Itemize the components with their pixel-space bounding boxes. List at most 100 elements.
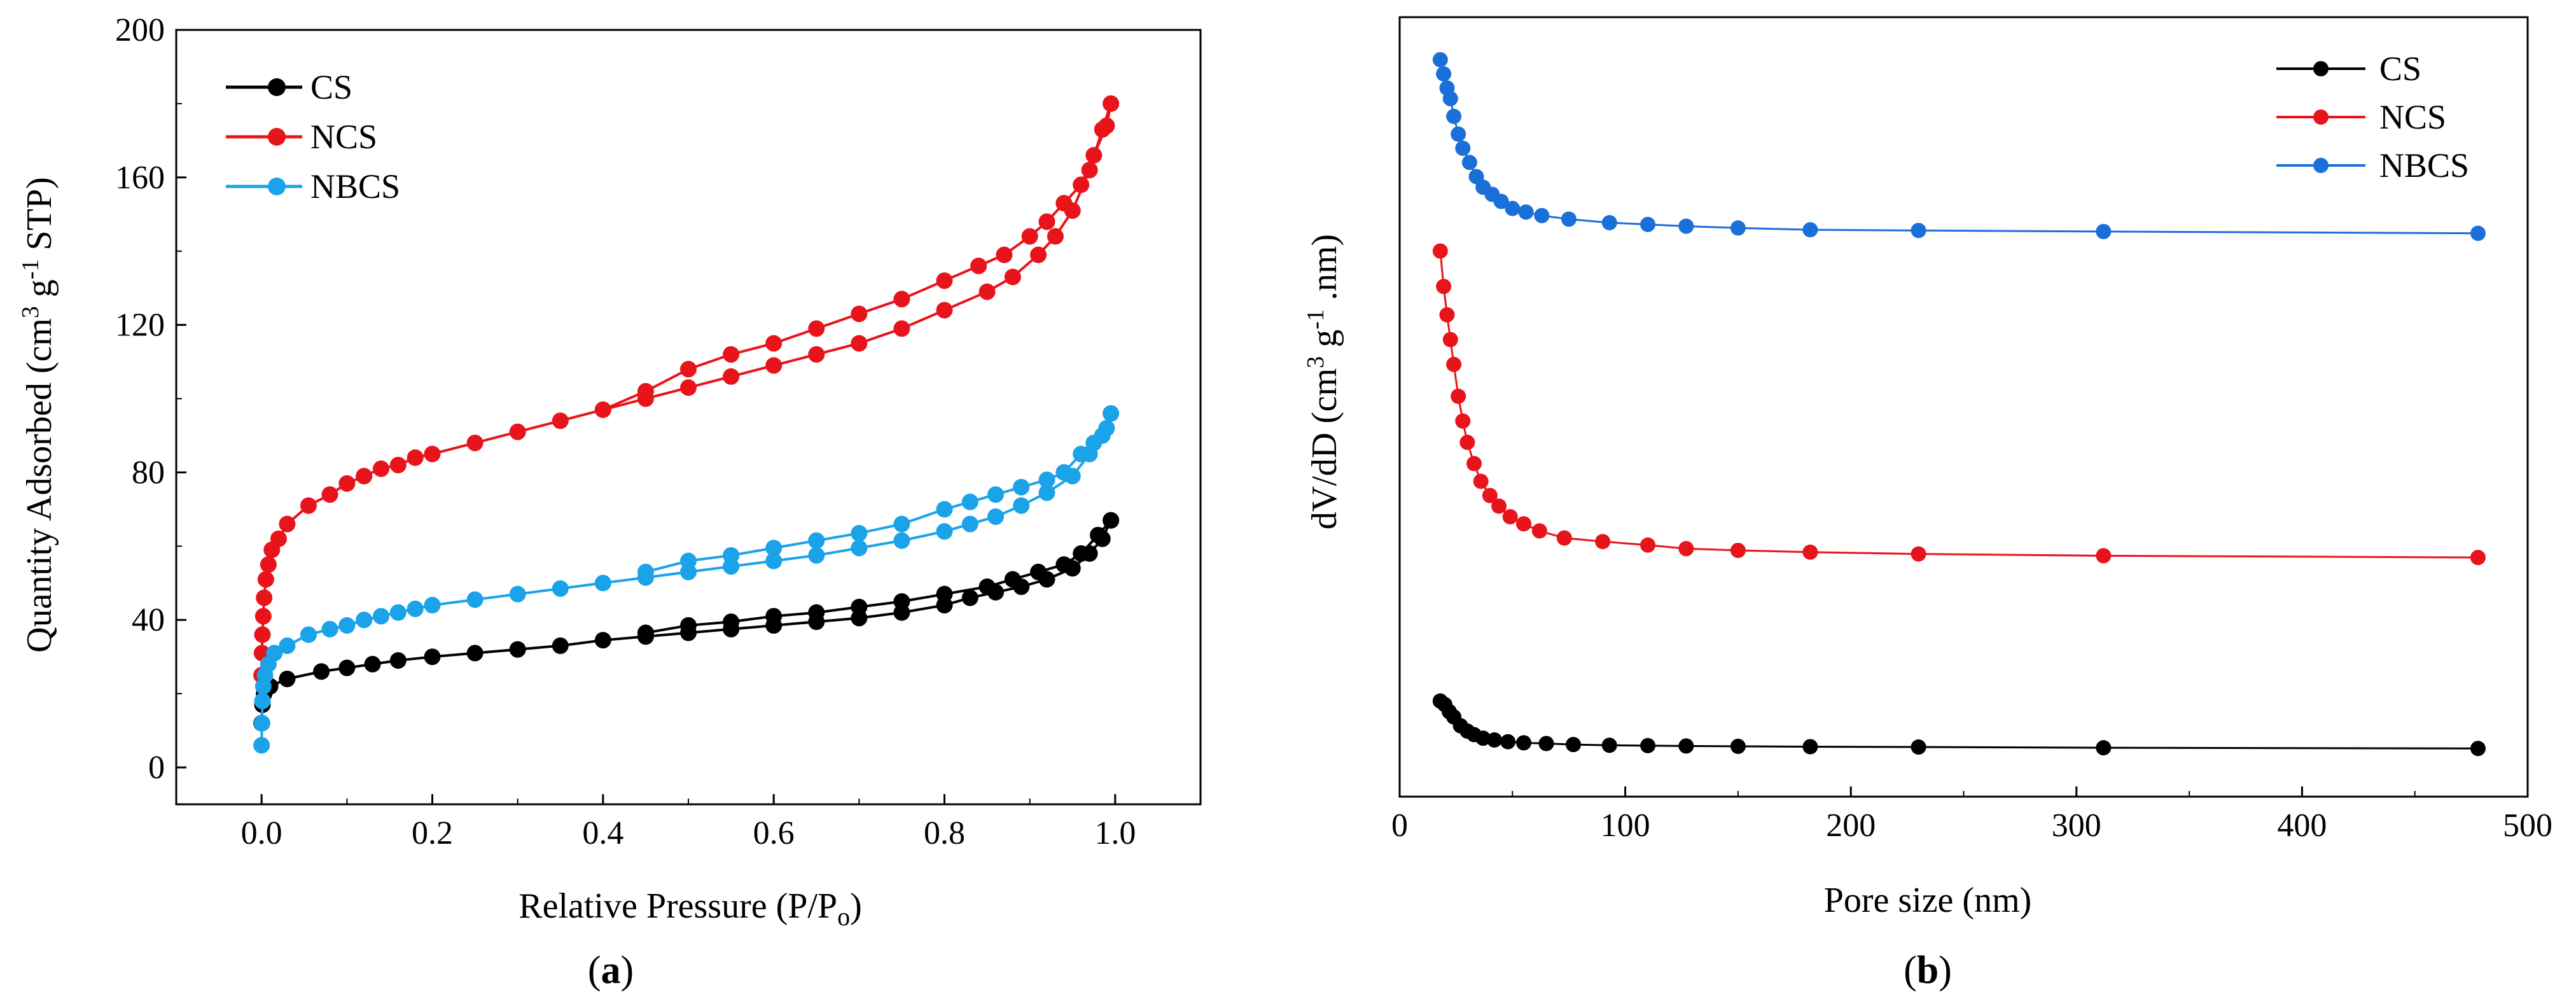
- chart-a-series-cs: [253, 512, 1120, 732]
- chart-b-nbcs-point: [1640, 216, 1656, 232]
- chart-a-ncs-point: [936, 302, 953, 319]
- chart-b-y-axis-label: dV/dD (cm3 g-1 .nm): [1302, 234, 1344, 529]
- chart-a-cs-point: [637, 624, 654, 641]
- chart-b-nbcs-point: [1455, 141, 1471, 157]
- chart-a-legend-label: NCS: [310, 118, 377, 156]
- chart-b-ncs-point: [2470, 550, 2486, 566]
- chart-a-ncs-point: [1047, 228, 1064, 245]
- chart-a-ncs-point: [680, 361, 697, 378]
- chart-a-cs-point: [961, 589, 978, 606]
- chart-b-ncs-point: [1473, 473, 1489, 489]
- chart-a-nbcs-point: [851, 525, 868, 542]
- chart-a-nbcs-point: [987, 486, 1004, 503]
- chart-a-nbcs-point: [509, 585, 526, 603]
- chart-a-ncs-point: [389, 456, 407, 473]
- chart-a-cs-point: [594, 632, 611, 649]
- chart-a-ncs-point: [893, 320, 910, 337]
- chart-b-ncs-point: [1531, 523, 1547, 539]
- chart-b-cs-point: [1601, 737, 1617, 753]
- chart-a-ncs-point: [300, 497, 317, 514]
- chart-b-ncs-point: [1556, 530, 1572, 546]
- chart-b-cs-point: [1911, 739, 1926, 755]
- chart-b-ncs-point: [2096, 548, 2112, 564]
- chart-b-legend-label: CS: [2379, 50, 2421, 88]
- chart-a-nbcs-point: [407, 600, 424, 617]
- chart-a-x-label-main: Relative Pressure (P/P: [519, 886, 837, 926]
- chart-b-frame: [1398, 16, 2529, 798]
- chart-a-ncs-point: [373, 460, 389, 477]
- chart-a-ncs-point: [407, 449, 424, 466]
- chart-a-nbcs-point: [637, 563, 654, 580]
- chart-a-ncs-point: [1085, 147, 1103, 164]
- chart-b-legend-marker: [2313, 109, 2329, 125]
- chart-a-isotherm: 0.0 0.2 0.4 0.6 0.8 1.0 0 40 80 120 160 200 CS NCS N…: [17, 12, 1202, 992]
- chart-a-y-tick-label: 40: [132, 602, 165, 638]
- chart-a-x-tick-label: 0.8: [924, 815, 965, 851]
- chart-a-ncs-point: [996, 246, 1013, 263]
- chart-a-cs-point: [1103, 512, 1120, 529]
- chart-a-nbcs-point: [254, 692, 271, 709]
- chart-b-nbcs-point: [1446, 108, 1462, 124]
- chart-a-x-label-end: ): [850, 886, 862, 926]
- panel-a-label-open: (: [588, 949, 601, 992]
- chart-a-cs-point: [466, 645, 484, 662]
- chart-a-ncs-point: [1021, 228, 1038, 245]
- chart-a-cs-point: [978, 578, 996, 596]
- chart-a-nbcs-point: [389, 604, 407, 621]
- chart-b-ncs-point: [1432, 243, 1448, 259]
- chart-a-x-tick-label: 0.4: [582, 815, 623, 851]
- chart-a-nbcs-point: [1013, 479, 1030, 496]
- chart-a-legend-label: CS: [310, 68, 352, 106]
- chart-a-ncs-point: [1055, 195, 1073, 212]
- chart-a-nbcs-point: [936, 501, 953, 518]
- chart-b-x-tick-label: 0: [1391, 807, 1408, 844]
- chart-a-nbcs-point: [851, 540, 868, 557]
- chart-a-nbcs-point: [893, 532, 910, 549]
- chart-b-nbcs-point: [1911, 223, 1926, 239]
- chart-b-nbcs-point: [1436, 66, 1452, 82]
- chart-b-series-layer: [1432, 52, 2486, 757]
- chart-a-cs-point: [893, 593, 910, 610]
- chart-b-y-label-p0: dV/dD (cm: [1305, 368, 1344, 530]
- chart-a-cs-point: [424, 648, 441, 666]
- chart-b-cs-point: [1566, 737, 1582, 753]
- chart-b-cs-line: [1439, 700, 2478, 750]
- chart-b-y-label-p3: -1: [1302, 309, 1329, 330]
- chart-a-ncs-point: [1098, 117, 1115, 134]
- chart-a-cs-point: [509, 641, 526, 658]
- chart-a-ncs-point: [256, 589, 273, 606]
- chart-a-ncs-point: [723, 368, 740, 385]
- chart-a-y-tick-label: 160: [115, 160, 165, 196]
- chart-b-ncs-point: [1491, 498, 1507, 514]
- chart-a-ncs-point: [893, 291, 910, 308]
- chart-b-y-label-p1: 3: [1302, 356, 1329, 368]
- chart-a-ncs-point: [765, 335, 783, 352]
- chart-b-ncs-point: [1802, 544, 1818, 560]
- chart-b-ncs-point: [1730, 543, 1746, 559]
- chart-a-y-axis-label: Quantity Adsorbed (cm3 g-1 STP): [17, 177, 59, 653]
- chart-a-legend-marker: [268, 78, 286, 96]
- chart-a-ncs-point: [723, 346, 740, 363]
- chart-a-ncs-point: [978, 283, 996, 300]
- chart-a-ncs-point: [851, 305, 868, 323]
- chart-b-cs-point: [1538, 736, 1554, 751]
- panel-b-label-close: ): [1939, 949, 1952, 992]
- chart-a-x-ticks: 0.0 0.2 0.4 0.6 0.8 1.0: [176, 794, 1201, 851]
- panel-a-label-close: ): [621, 949, 634, 992]
- chart-a-y-label-p2: g: [20, 279, 59, 306]
- chart-b-x-tick-label: 400: [2277, 807, 2327, 844]
- chart-a-cs-point: [389, 652, 407, 669]
- chart-a-x-tick-label: 0.0: [241, 815, 282, 851]
- chart-a-y-tick-label: 120: [115, 307, 165, 344]
- chart-b-ncs-point: [1446, 356, 1462, 372]
- chart-a-cs-point: [1055, 556, 1073, 573]
- chart-a-nbcs-point: [765, 552, 783, 569]
- chart-a-ncs-point: [970, 257, 987, 274]
- chart-a-y-label-p3: -1: [17, 259, 44, 279]
- chart-a-nbcs-point: [936, 523, 953, 540]
- chart-a-nbcs-point: [808, 547, 825, 564]
- chart-a-ncs-point: [1038, 213, 1055, 230]
- chart-a-nbcs-point: [723, 547, 740, 564]
- chart-a-ncs-point: [765, 357, 783, 374]
